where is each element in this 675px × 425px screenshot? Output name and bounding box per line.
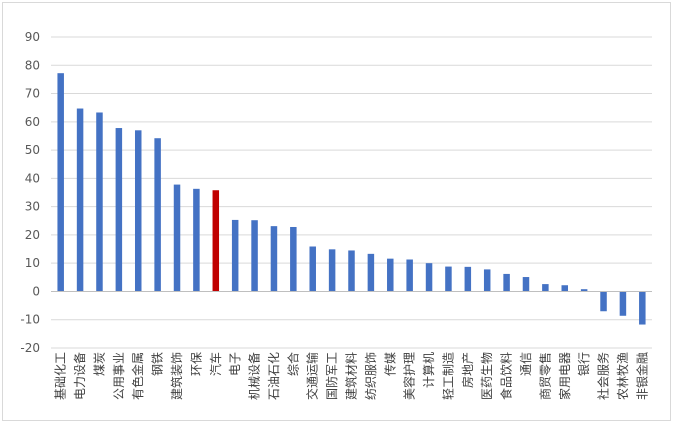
- x-tick-label: 传媒: [382, 352, 397, 376]
- bar-22: [464, 266, 472, 292]
- x-tick-label: 银行: [577, 352, 591, 376]
- x-tick-label: 公用事业: [112, 352, 126, 400]
- chart-area: [2, 2, 671, 421]
- x-tick-label: 综合: [285, 352, 300, 376]
- x-tick-label: 电力设备: [73, 352, 87, 400]
- y-tick-label: -20: [20, 341, 40, 355]
- x-tick-label: 纺织服饰: [364, 352, 378, 400]
- x-tick-label: 机械设备: [247, 352, 262, 400]
- bar-8: [193, 188, 200, 292]
- y-tick-label: 80: [25, 58, 40, 72]
- bar-19: [406, 259, 413, 292]
- x-tick-label: 农林牧渔: [616, 352, 630, 400]
- bar-15: [328, 249, 336, 292]
- bar-14: [309, 246, 316, 292]
- x-tick-label: 社会服务: [596, 352, 611, 400]
- x-tick-label: 房地产: [460, 352, 475, 388]
- x-tick-label: 建筑装饰: [169, 352, 184, 400]
- bar-29: [600, 291, 607, 312]
- bar-30: [619, 291, 627, 316]
- y-tick-label: 50: [25, 143, 40, 157]
- y-tick-label: 20: [25, 228, 40, 242]
- bar-25: [522, 277, 530, 292]
- bar-31: [639, 291, 646, 325]
- bar-10: [231, 219, 239, 292]
- x-tick-label: 商贸零售: [537, 352, 552, 400]
- x-tick-label: 基础化工: [54, 352, 68, 400]
- bars: [57, 73, 646, 325]
- x-tick-label: 通信: [519, 352, 533, 376]
- y-tick-label: 60: [25, 115, 40, 129]
- x-tick-label: 钢铁: [151, 352, 165, 376]
- y-tick-label: 30: [25, 200, 40, 214]
- bar-27: [561, 285, 569, 292]
- bar-21: [445, 266, 452, 292]
- bar-28: [580, 289, 588, 292]
- x-tick-label: 美容护理: [402, 352, 417, 400]
- x-tick-label: 电子: [228, 352, 242, 376]
- x-axis-labels: 基础化工 电力设备 煤炭 公用事业 有色金属 钢铁 建筑装饰 环保 汽车 电子 机械设备 石油石化 综合…: [54, 352, 650, 400]
- x-tick-label: 建筑材料: [344, 352, 359, 400]
- x-tick-label: 环保: [189, 352, 203, 376]
- bar-7: [173, 184, 181, 292]
- bar-4: [115, 128, 123, 292]
- bar-3: [96, 112, 103, 292]
- bar-11: [251, 220, 258, 292]
- x-tick-label: 家用电器: [557, 352, 572, 400]
- bar-26: [542, 284, 549, 292]
- y-tick-label: 40: [25, 171, 40, 185]
- y-tick-label: 70: [25, 87, 40, 101]
- bar-5: [134, 130, 142, 292]
- bar-18: [387, 258, 394, 292]
- bar-1: [57, 73, 64, 292]
- y-tick-label: 10: [25, 256, 40, 270]
- x-tick-label: 有色金属: [130, 352, 145, 400]
- x-tick-label: 计算机: [421, 352, 436, 388]
- y-tick-label: 90: [25, 30, 40, 44]
- x-tick-label: 汽车: [208, 352, 223, 376]
- x-tick-label: 食品饮料: [499, 352, 514, 400]
- x-tick-label: 国防军工: [324, 352, 339, 400]
- y-tick-label: 0: [32, 284, 40, 298]
- bar-24: [503, 273, 510, 292]
- y-axis-ticks: 90 80 70 60 50 40 30 20 10 0 -10 -20: [20, 30, 40, 355]
- bar-6: [154, 138, 161, 292]
- bar-17: [367, 253, 375, 292]
- bar-13: [290, 226, 297, 292]
- bar-9: [212, 190, 220, 292]
- x-tick-label: 非银金融: [634, 352, 649, 400]
- bar-12: [270, 226, 278, 292]
- bar-23: [483, 269, 491, 292]
- bar-2: [76, 108, 84, 292]
- x-tick-label: 轻工制造: [441, 352, 455, 400]
- bar-16: [348, 250, 355, 292]
- bar-20: [425, 263, 433, 292]
- x-tick-label: 煤炭: [92, 352, 106, 376]
- x-tick-label: 交通运输: [305, 352, 320, 400]
- y-tick-label: -10: [20, 313, 40, 327]
- x-tick-label: 医药生物: [480, 352, 494, 400]
- x-tick-label: 石油石化: [267, 352, 281, 400]
